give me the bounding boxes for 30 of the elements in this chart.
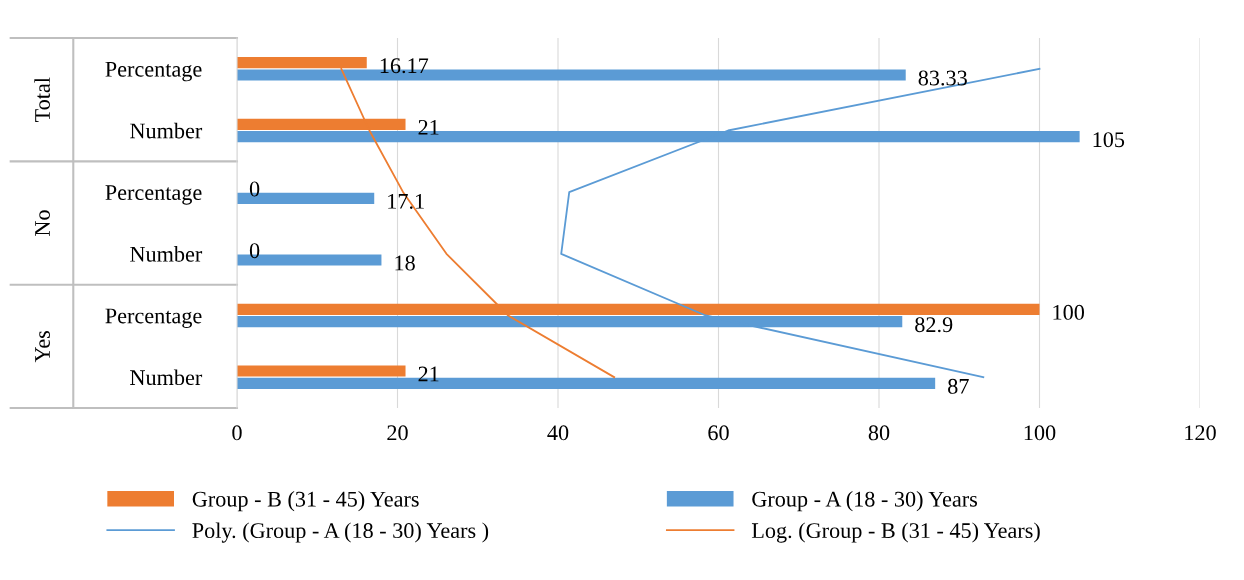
x-tick-label: 20: [387, 425, 408, 441]
x-tick-label: 100: [1024, 425, 1056, 441]
data-label: 0: [249, 243, 260, 259]
y-tick-label: Number: [130, 122, 203, 139]
y-tick-label: Number: [130, 369, 203, 386]
x-tick-label: 80: [868, 425, 890, 441]
y-tick-label: Percentage: [105, 61, 202, 82]
text: No: [35, 210, 50, 236]
data-label: 83.33: [918, 70, 967, 86]
data-label: 87: [948, 378, 969, 394]
x-tick-label: 0: [232, 425, 242, 441]
data-label: 21: [418, 366, 439, 382]
data-label: 18: [395, 255, 415, 271]
text: Total: [34, 77, 50, 122]
data-label: 16.17: [380, 58, 429, 74]
y-tick-label: Percentage: [105, 185, 202, 205]
text: Yes: [35, 330, 50, 363]
legend-label: Log. (Group - B (31 - 45) Years): [751, 522, 1040, 543]
y-tick-label: Percentage: [105, 308, 202, 328]
legend-label: Group - A (18 - 30) Years: [752, 491, 978, 512]
y-tick-label: Number: [130, 246, 203, 262]
data-label: 100: [1053, 304, 1085, 320]
bar: [237, 365, 406, 377]
legend-label: Group - B (31 - 45) Years: [192, 491, 419, 512]
x-tick-label: 40: [547, 425, 569, 441]
data-label: 105: [1093, 132, 1125, 148]
legend-label: Poly. (Group - A (18 - 30) Years ): [192, 522, 489, 543]
data-label: 82.9: [915, 317, 953, 333]
x-tick-label: 60: [708, 425, 729, 441]
x-tick-label: 120: [1185, 425, 1216, 441]
